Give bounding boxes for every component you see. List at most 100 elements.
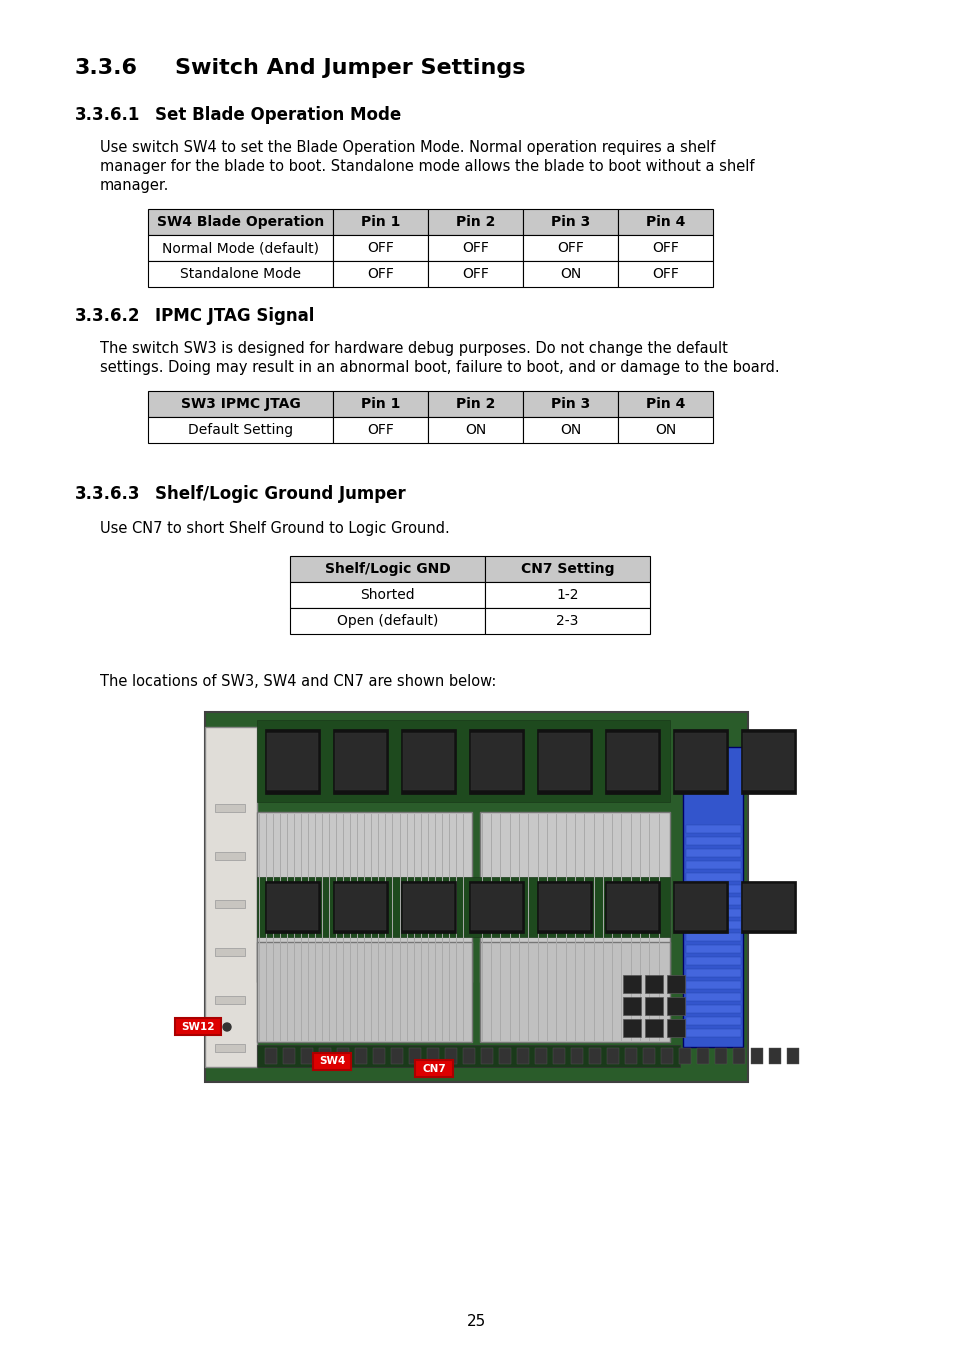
Text: CN7: CN7 <box>421 1064 445 1073</box>
Bar <box>402 884 454 930</box>
Bar <box>732 1048 744 1064</box>
Bar <box>685 1004 740 1012</box>
Text: ON: ON <box>464 423 486 437</box>
Bar <box>333 235 428 261</box>
Bar <box>471 884 521 930</box>
Bar <box>205 711 747 1081</box>
Bar <box>148 209 333 235</box>
Bar <box>740 729 795 794</box>
Bar <box>571 1048 582 1064</box>
Bar <box>685 1029 740 1037</box>
Text: Set Blade Operation Mode: Set Blade Operation Mode <box>154 107 401 124</box>
Bar <box>462 1048 475 1064</box>
Bar <box>553 1048 564 1064</box>
Bar <box>522 235 618 261</box>
Bar <box>428 235 522 261</box>
Bar <box>618 209 712 235</box>
Text: ON: ON <box>559 267 580 281</box>
Bar <box>618 235 712 261</box>
Text: 3.3.6.2: 3.3.6.2 <box>75 306 140 325</box>
Text: manager for the blade to boot. Standalone mode allows the blade to boot without : manager for the blade to boot. Standalon… <box>100 159 754 174</box>
Bar <box>660 1048 672 1064</box>
Text: manager.: manager. <box>100 178 170 193</box>
Bar <box>409 1048 420 1064</box>
Bar <box>672 882 727 933</box>
Bar <box>606 884 658 930</box>
Bar <box>484 582 649 608</box>
Bar <box>685 896 740 905</box>
Bar <box>537 882 592 933</box>
Bar <box>267 733 317 790</box>
Text: The switch SW3 is designed for hardware debug purposes. Do not change the defaul: The switch SW3 is designed for hardware … <box>100 342 727 356</box>
Bar <box>335 733 386 790</box>
Bar <box>265 882 319 933</box>
Bar <box>685 994 740 1000</box>
Text: Pin 2: Pin 2 <box>456 397 495 410</box>
Text: OFF: OFF <box>367 267 394 281</box>
Bar <box>679 1048 690 1064</box>
Text: Standalone Mode: Standalone Mode <box>180 267 301 281</box>
Text: ON: ON <box>654 423 676 437</box>
Bar <box>522 417 618 443</box>
Bar <box>685 981 740 990</box>
Text: Pin 1: Pin 1 <box>360 397 399 410</box>
Bar <box>675 884 725 930</box>
Bar <box>685 909 740 917</box>
Bar <box>402 733 454 790</box>
Bar <box>148 261 333 288</box>
Bar <box>522 392 618 417</box>
Bar <box>685 886 740 892</box>
Text: SW4: SW4 <box>318 1057 345 1066</box>
Bar <box>267 884 317 930</box>
Bar <box>522 209 618 235</box>
Circle shape <box>223 1023 231 1031</box>
Text: 3.3.6.1: 3.3.6.1 <box>75 107 140 124</box>
Bar <box>484 556 649 582</box>
Bar <box>355 1048 367 1064</box>
Bar <box>685 861 740 869</box>
Bar <box>588 1048 600 1064</box>
Text: SW3 IPMC JTAG: SW3 IPMC JTAG <box>180 397 300 410</box>
Bar <box>373 1048 385 1064</box>
Bar <box>333 392 428 417</box>
Text: Shorted: Shorted <box>360 589 415 602</box>
Bar <box>333 261 428 288</box>
Bar <box>604 729 659 794</box>
Bar <box>685 969 740 977</box>
Bar <box>606 733 658 790</box>
Bar <box>666 975 684 994</box>
Bar <box>444 1048 456 1064</box>
Text: Use switch SW4 to set the Blade Operation Mode. Normal operation requires a shel: Use switch SW4 to set the Blade Operatio… <box>100 140 715 155</box>
Text: Shelf/Logic GND: Shelf/Logic GND <box>324 562 450 576</box>
Bar <box>256 720 669 802</box>
Bar <box>618 417 712 443</box>
Bar <box>786 1048 799 1064</box>
Bar <box>714 1048 726 1064</box>
Text: Open (default): Open (default) <box>336 614 437 628</box>
Text: Shelf/Logic Ground Jumper: Shelf/Logic Ground Jumper <box>154 485 405 504</box>
Text: settings. Doing may result in an abnormal boot, failure to boot, and or damage t: settings. Doing may result in an abnorma… <box>100 360 779 375</box>
Bar <box>484 608 649 634</box>
Bar <box>538 733 589 790</box>
Bar <box>685 933 740 941</box>
Bar <box>535 1048 546 1064</box>
Text: Pin 4: Pin 4 <box>645 215 684 230</box>
Bar <box>256 878 669 937</box>
Bar <box>214 996 245 1004</box>
Text: ON: ON <box>559 423 580 437</box>
Bar <box>672 729 727 794</box>
Bar <box>742 884 793 930</box>
Bar <box>644 998 662 1015</box>
Bar <box>301 1048 313 1064</box>
Text: CN7 Setting: CN7 Setting <box>520 562 614 576</box>
Bar <box>622 998 640 1015</box>
Text: 1-2: 1-2 <box>556 589 578 602</box>
Text: Pin 3: Pin 3 <box>550 397 590 410</box>
Bar <box>469 882 523 933</box>
Bar <box>391 1048 402 1064</box>
Bar <box>538 884 589 930</box>
Bar <box>685 837 740 845</box>
Bar <box>290 608 484 634</box>
Bar <box>685 873 740 882</box>
Bar <box>642 1048 655 1064</box>
